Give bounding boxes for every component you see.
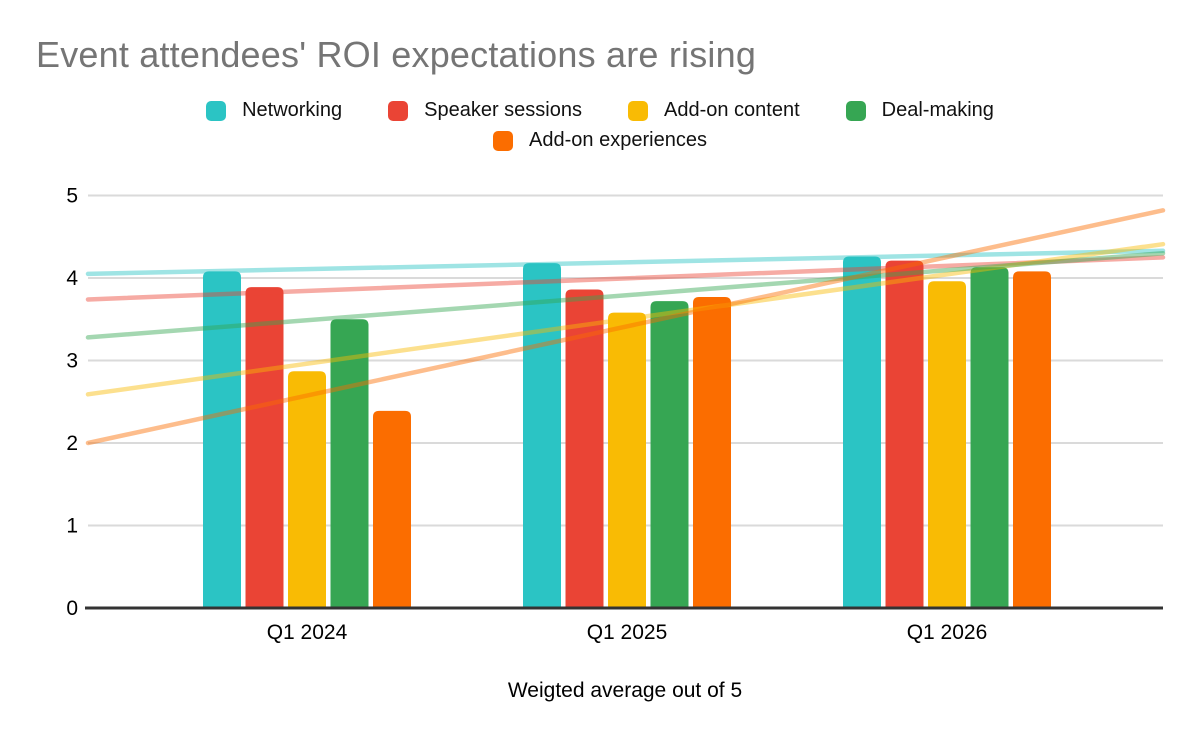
bar-speaker-sessions-q1-2025 xyxy=(565,289,604,608)
y-tick-label: 4 xyxy=(66,267,78,290)
bar-add-on-experiences-q1-2024 xyxy=(373,410,411,608)
bar-deal-making-q1-2024 xyxy=(330,319,369,608)
legend-item-speaker-sessions: Speaker sessions xyxy=(388,99,582,122)
legend-label-add-on-experiences: Add-on experiences xyxy=(529,129,707,151)
legend-label-networking: Networking xyxy=(242,99,343,121)
trendline-speaker-sessions xyxy=(85,255,1166,302)
bar-networking-q1-2024 xyxy=(203,271,241,608)
x-tick-label-q1-2026: Q1 2026 xyxy=(907,621,988,644)
legend-item-add-on-content: Add-on content xyxy=(628,99,800,122)
legend-label-speaker-sessions: Speaker sessions xyxy=(424,99,582,121)
y-tick-label: 5 xyxy=(66,185,78,208)
legend-row-1: Networking Speaker sessions Add-on conte… xyxy=(206,99,994,122)
bar-add-on-content-q1-2025 xyxy=(608,312,646,608)
legend-swatch-deal-making-icon xyxy=(845,100,866,121)
trendline-add-on-experiences xyxy=(85,208,1166,446)
chart-title: Event attendees' ROI expectations are ri… xyxy=(36,34,757,75)
bar-speaker-sessions-q1-2024 xyxy=(245,287,284,608)
legend-swatch-add-on-experiences-icon xyxy=(493,130,514,151)
y-tick-label: 2 xyxy=(66,432,78,455)
trendline-deal-making xyxy=(85,251,1166,340)
legend-label-deal-making: Deal-making xyxy=(881,99,994,121)
y-tick-label: 0 xyxy=(66,597,78,620)
legend-item-add-on-experiences: Add-on experiences xyxy=(493,129,707,152)
legend-swatch-networking-icon xyxy=(206,100,227,121)
bar-add-on-experiences-q1-2025 xyxy=(693,296,731,608)
bar-add-on-content-q1-2024 xyxy=(288,371,326,608)
bar-add-on-content-q1-2026 xyxy=(928,281,966,608)
legend-swatch-add-on-content-icon xyxy=(628,100,648,121)
bar-add-on-experiences-q1-2026 xyxy=(1013,271,1051,608)
legend-item-deal-making: Deal-making xyxy=(845,99,994,122)
legend-item-networking: Networking xyxy=(206,99,342,122)
bar-speaker-sessions-q1-2026 xyxy=(885,260,924,608)
bar-deal-making-q1-2026 xyxy=(970,267,1009,608)
legend-swatch-speaker-sessions-icon xyxy=(388,100,409,121)
trendline-networking xyxy=(85,248,1166,277)
chart-legend: Networking Speaker sessions Add-on conte… xyxy=(0,99,1200,152)
legend-row-2: Add-on experiences xyxy=(493,129,707,152)
bar-networking-q1-2026 xyxy=(843,256,881,608)
x-axis-title: Weigted average out of 5 xyxy=(508,679,742,702)
bar-deal-making-q1-2025 xyxy=(650,301,689,608)
y-tick-label: 3 xyxy=(66,350,78,373)
x-tick-label-q1-2025: Q1 2025 xyxy=(587,621,668,644)
bar-networking-q1-2025 xyxy=(523,263,561,608)
trendline-add-on-content xyxy=(85,241,1166,397)
legend-label-add-on-content: Add-on content xyxy=(664,99,800,121)
x-tick-label-q1-2024: Q1 2024 xyxy=(267,621,348,644)
y-tick-label: 1 xyxy=(66,515,78,538)
